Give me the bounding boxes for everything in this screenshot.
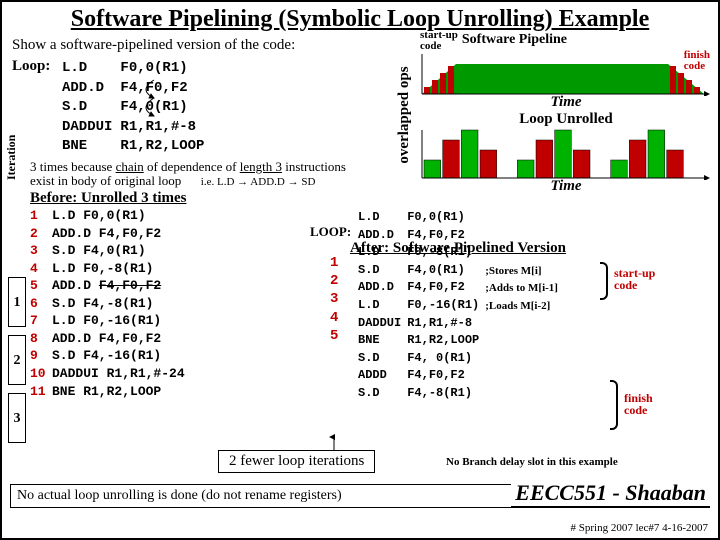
finish-chart-label: finish code [684, 50, 710, 72]
unrolled-chart [420, 128, 710, 180]
finish-label: finish code [624, 392, 653, 416]
unrolled-label: Loop Unrolled [420, 111, 712, 128]
after-head: After: Software Pipelined Version [350, 240, 566, 257]
explain-ie: i.e. L.D → ADD.D → SD [201, 176, 316, 188]
iter-box: 1 [8, 277, 26, 327]
iter-boxes: 1 2 3 [8, 277, 26, 451]
overlap-label: overlapped ops [396, 40, 413, 190]
explain-line1: 3 times because chain of dependence of l… [30, 159, 346, 174]
start-label: start-up code [614, 267, 655, 291]
after-nums: 12345 [330, 254, 348, 345]
fewer-box: 2 fewer loop iterations [218, 450, 375, 473]
iteration-label: Iteration [4, 135, 19, 180]
time-label-1: Time [420, 94, 712, 111]
time-label-2: Time [420, 178, 712, 195]
before-head: Before: Unrolled 3 times [30, 190, 310, 207]
loop-table: L.DF0,0(R1)ADD.DF4,F0,F2S.DF4,0(R1)DADDU… [60, 58, 212, 158]
right-charts: overlapped ops start-up code Software Pi… [398, 30, 712, 195]
bracket-start [600, 262, 608, 300]
chart1-title: Software Pipeline [462, 32, 567, 47]
startup-chart-label: start-up code [420, 30, 458, 52]
explain-line2: exist in body of original loop [30, 173, 181, 188]
loop-tag: LOOP: [310, 224, 355, 240]
after-code: L.DF0,0(R1)ADD.DF4,F0,F2L.DF0,-8(R1)S.DF… [356, 208, 564, 404]
loop-label: Loop: [12, 58, 60, 158]
date-footer: # Spring 2007 lec#7 4-16-2007 [571, 522, 708, 534]
iter-box: 3 [8, 393, 26, 443]
course-footer: EECC551 - Shaaban [511, 480, 710, 507]
iter-box: 2 [8, 335, 26, 385]
before-code: 1L.D F0,0(R1)2ADD.D F4,F0,F23S.D F4,0(R1… [30, 207, 310, 400]
fewer-arrow [329, 433, 339, 453]
nobranch-note: No Branch delay slot in this example [446, 456, 618, 468]
pipeline-chart [420, 52, 710, 96]
bracket-finish [610, 380, 618, 430]
